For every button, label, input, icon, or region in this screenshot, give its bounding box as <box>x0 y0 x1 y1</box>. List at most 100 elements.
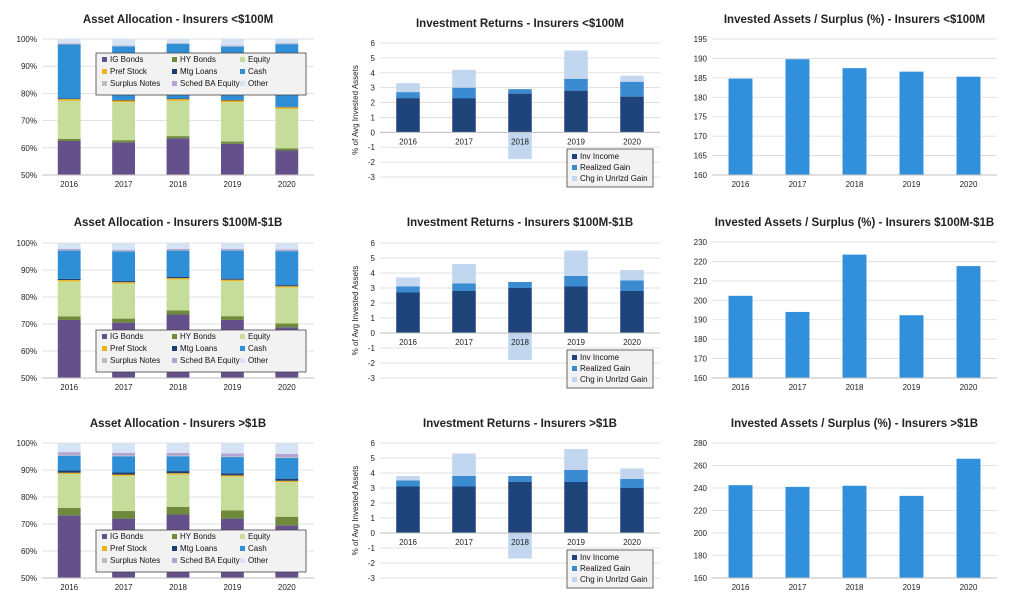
x-tick-label: 2020 <box>960 383 978 392</box>
chart-title: Asset Allocation - Insurers $100M-$1B <box>74 217 283 229</box>
chart-title: Investment Returns - Insurers >$1B <box>423 418 617 430</box>
bar-segment <box>275 249 299 251</box>
x-tick-label: 2020 <box>623 538 641 547</box>
y-tick-label: 190 <box>694 54 708 63</box>
y-tick-label: 240 <box>694 484 708 493</box>
bar-segment <box>166 42 190 44</box>
bar-segment <box>220 248 244 251</box>
x-tick-label: 2018 <box>169 583 187 592</box>
bar-segment <box>166 473 190 475</box>
bar-segment <box>620 291 644 333</box>
bar-segment <box>57 455 81 471</box>
bar-segment <box>112 99 136 101</box>
bar-segment <box>112 251 136 282</box>
y-tick-label: 160 <box>694 171 708 180</box>
bar-segment <box>452 476 476 487</box>
bar-segment <box>508 476 532 482</box>
bar-segment <box>57 452 81 455</box>
bar-segment <box>275 148 299 151</box>
x-tick-label: 2018 <box>511 137 529 146</box>
bar-segment <box>112 283 136 319</box>
bar-segment <box>112 39 136 46</box>
bar-segment <box>220 250 244 251</box>
y-tick-label: -2 <box>368 359 376 368</box>
y-tick-label: 3 <box>371 84 376 93</box>
x-tick-label: 2018 <box>846 383 864 392</box>
bar-segment <box>57 279 81 282</box>
legend-swatch <box>172 334 177 339</box>
bar-segment <box>508 333 532 360</box>
bar-segment <box>220 46 244 47</box>
bar-segment <box>220 473 244 476</box>
y-tick-label: 50% <box>21 374 37 383</box>
bar-segment <box>112 472 136 475</box>
y-tick-label: 80% <box>21 493 37 502</box>
x-tick-label: 2020 <box>278 383 296 392</box>
x-tick-label: 2016 <box>60 383 78 392</box>
bar-segment <box>112 140 136 143</box>
y-tick-label: 1 <box>371 314 376 323</box>
bar-segment <box>112 452 136 456</box>
bar-segment <box>112 281 136 283</box>
x-tick-label: 2016 <box>60 180 78 189</box>
x-tick-label: 2017 <box>789 383 807 392</box>
bar <box>785 486 810 578</box>
y-axis-label: % of Avg Invested Assets <box>351 466 360 556</box>
bar-segment <box>564 276 588 287</box>
legend-swatch <box>102 358 107 363</box>
bar-segment <box>564 250 588 276</box>
bar-segment <box>275 457 299 458</box>
bar-segment <box>452 264 476 284</box>
chart-aa1: Asset Allocation - Insurers <$100M 50% 60%… <box>17 14 314 189</box>
bar-segment <box>57 454 81 456</box>
legend-label: Mtg Loans <box>180 344 217 353</box>
x-tick-label: 2016 <box>60 583 78 592</box>
x-tick-label: 2017 <box>455 338 473 347</box>
chart-lv2: Invested Assets / Surplus (%) - Insurers… <box>694 217 997 392</box>
bar-segment <box>220 102 244 142</box>
bar-segment <box>275 43 299 45</box>
legend-swatch <box>572 566 577 571</box>
bar-segment <box>166 43 190 44</box>
chart-title: Invested Assets / Surplus (%) - Insurers… <box>731 418 978 430</box>
chart-title: Asset Allocation - Insurers <$100M <box>83 14 273 26</box>
bar-segment <box>57 472 81 475</box>
bar-segment <box>220 453 244 457</box>
bar-segment <box>166 452 190 456</box>
y-tick-label: 4 <box>371 69 376 78</box>
bar-segment <box>57 278 81 280</box>
legend-swatch <box>102 69 107 74</box>
y-axis-label: % of Avg Invested Assets <box>351 65 360 155</box>
bar-segment <box>275 323 299 328</box>
bar-segment <box>508 288 532 333</box>
y-tick-label: 80% <box>21 89 37 98</box>
legend-label: Mtg Loans <box>180 544 217 553</box>
chart-title: Invested Assets / Surplus (%) - Insurers… <box>724 14 985 26</box>
y-tick-label: 90% <box>21 62 37 71</box>
bar-segment <box>564 470 588 482</box>
y-tick-label: 60% <box>21 547 37 556</box>
bar-segment <box>396 476 420 481</box>
bar-segment <box>564 78 588 91</box>
legend-label: Surplus Notes <box>110 79 160 88</box>
legend-label: IG Bonds <box>110 532 143 541</box>
y-tick-label: -2 <box>368 559 376 568</box>
bar-segment <box>220 45 244 47</box>
bar-segment <box>220 316 244 320</box>
bar-segment <box>166 456 190 472</box>
x-tick-label: 2019 <box>567 338 585 347</box>
bar-segment <box>620 270 644 281</box>
legend-swatch <box>172 358 177 363</box>
legend-label: Mtg Loans <box>180 67 217 76</box>
bar-segment <box>166 443 190 453</box>
x-tick-label: 2017 <box>455 538 473 547</box>
bar <box>956 76 981 175</box>
x-tick-label: 2017 <box>455 137 473 146</box>
bar-segment <box>57 474 81 508</box>
bar-segment <box>220 39 244 46</box>
y-tick-label: 100% <box>17 35 37 44</box>
y-tick-label: 2 <box>371 99 376 108</box>
legend-label: Cash <box>248 344 267 353</box>
y-tick-label: 160 <box>694 574 708 583</box>
legend-swatch <box>172 346 177 351</box>
